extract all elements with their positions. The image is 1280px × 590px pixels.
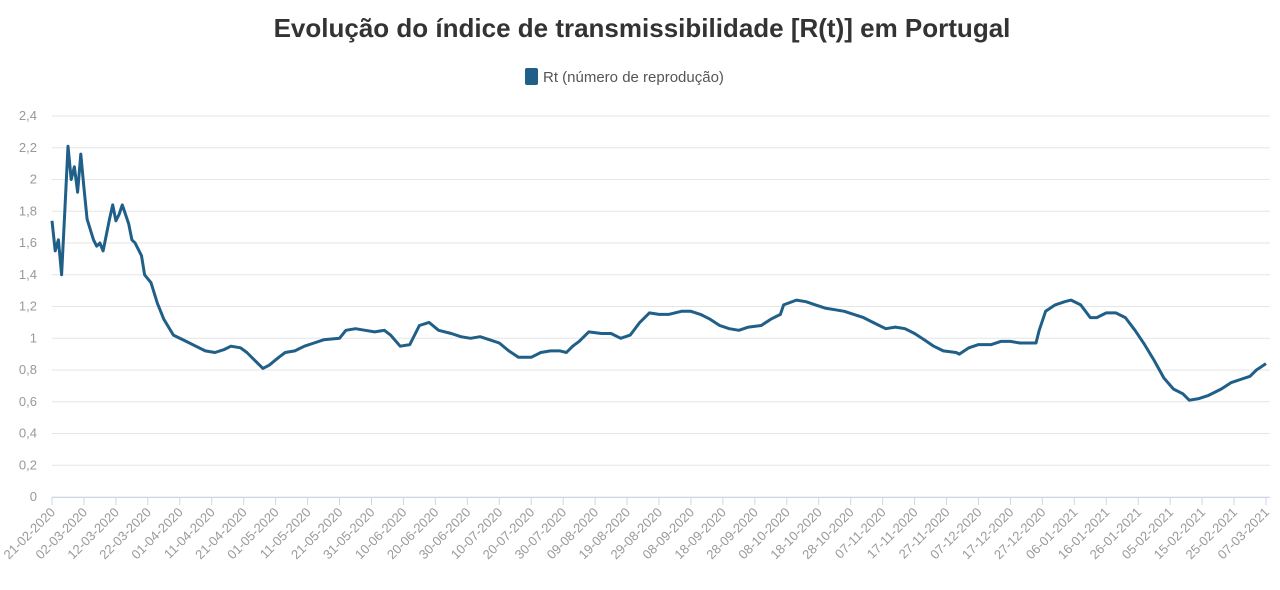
y-tick-label: 0 bbox=[30, 489, 37, 504]
y-tick-label: 0,4 bbox=[19, 426, 37, 441]
y-tick-label: 1 bbox=[30, 330, 37, 345]
y-tick-label: 1,4 bbox=[19, 267, 37, 282]
legend-label: Rt (número de reprodução) bbox=[543, 69, 724, 86]
line bbox=[50, 144, 1267, 402]
chart-title: Evolução do índice de transmissibilidade… bbox=[274, 13, 1011, 43]
y-tick-label: 1,8 bbox=[19, 203, 37, 218]
legend-swatch bbox=[525, 68, 538, 85]
y-tick-label: 2,4 bbox=[19, 108, 37, 123]
y-tick-label: 2 bbox=[30, 172, 37, 187]
y-tick-label: 1,6 bbox=[19, 235, 37, 250]
y-tick-label: 0,8 bbox=[19, 362, 37, 377]
y-tick-label: 0,6 bbox=[19, 394, 37, 409]
y-tick-label: 0,2 bbox=[19, 457, 37, 472]
y-tick-label: 2,2 bbox=[19, 140, 37, 155]
y-tick-label: 1,2 bbox=[19, 299, 37, 314]
